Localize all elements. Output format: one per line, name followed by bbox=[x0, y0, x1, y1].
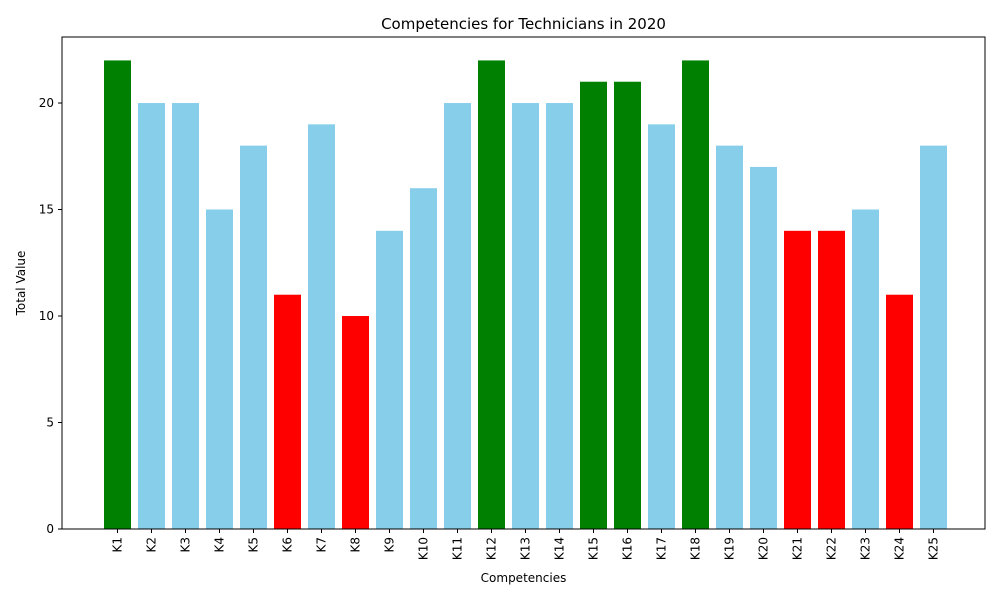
x-tick-label-k17: K17 bbox=[655, 537, 669, 560]
x-tick-label-k22: K22 bbox=[825, 537, 839, 560]
x-tick-label-k6: K6 bbox=[281, 537, 295, 553]
bar-k22 bbox=[818, 230, 845, 529]
bar-k6 bbox=[274, 294, 301, 529]
bar-k19 bbox=[716, 145, 743, 529]
x-tick-label-k23: K23 bbox=[859, 537, 873, 560]
x-tick-label-k8: K8 bbox=[349, 537, 363, 553]
x-tick-label-k21: K21 bbox=[791, 537, 805, 560]
x-axis-label: Competencies bbox=[481, 571, 567, 585]
y-tick-label: 10 bbox=[39, 309, 54, 323]
x-tick-label-k2: K2 bbox=[145, 537, 159, 553]
bar-k17 bbox=[648, 124, 675, 529]
bar-k24 bbox=[886, 294, 913, 529]
bar-k10 bbox=[410, 188, 437, 530]
y-tick-label: 15 bbox=[39, 203, 54, 217]
bar-k21 bbox=[784, 230, 811, 529]
plot-frame bbox=[61, 36, 986, 530]
x-tick-label-k13: K13 bbox=[519, 537, 533, 560]
chart-title: Competencies for Technicians in 2020 bbox=[381, 15, 666, 33]
bar-k9 bbox=[376, 230, 403, 529]
bar-k5 bbox=[240, 145, 267, 529]
bar-k1 bbox=[104, 60, 131, 530]
x-tick-label-k9: K9 bbox=[383, 537, 397, 553]
bar-k3 bbox=[172, 103, 199, 529]
bar-k16 bbox=[614, 81, 641, 530]
x-tick-label-k10: K10 bbox=[417, 537, 431, 560]
x-tick-label-k25: K25 bbox=[927, 537, 941, 560]
bar-k18 bbox=[682, 60, 709, 530]
x-tick-label-k18: K18 bbox=[689, 537, 703, 560]
bar-k7 bbox=[308, 124, 335, 529]
plot-area: 0 5 10 15 20 K1 K2 K3 K4 K5 K6 K7 K8 K9 K10 K11 K12 K13 K1… bbox=[39, 60, 947, 560]
x-tick-label-k3: K3 bbox=[179, 537, 193, 553]
x-tick-label-k24: K24 bbox=[893, 537, 907, 560]
bar-k20 bbox=[750, 166, 777, 530]
x-tick-label-k16: K16 bbox=[621, 537, 635, 560]
x-tick-label-k14: K14 bbox=[553, 537, 567, 560]
y-axis-label: Total Value bbox=[14, 251, 28, 317]
x-tick-label-k5: K5 bbox=[247, 537, 261, 553]
bar-k11 bbox=[444, 103, 471, 529]
y-tick-label: 5 bbox=[46, 416, 54, 430]
bar-k25 bbox=[920, 145, 947, 529]
y-tick-label: 0 bbox=[46, 522, 54, 536]
x-tick-label-k20: K20 bbox=[757, 537, 771, 560]
bar-k23 bbox=[852, 209, 879, 530]
bar-k15 bbox=[580, 81, 607, 530]
x-tick-label-k7: K7 bbox=[315, 537, 329, 553]
x-tick-label-k11: K11 bbox=[451, 537, 465, 560]
x-tick-label-k15: K15 bbox=[587, 537, 601, 560]
x-tick-label-k4: K4 bbox=[213, 537, 227, 553]
bar-k8 bbox=[342, 316, 369, 529]
bar-k2 bbox=[138, 103, 165, 529]
bar-k14 bbox=[546, 103, 573, 529]
y-tick-label: 20 bbox=[39, 96, 54, 110]
bar-k12 bbox=[478, 60, 505, 530]
x-tick-label-k12: K12 bbox=[485, 537, 499, 560]
x-tick-label-k19: K19 bbox=[723, 537, 737, 560]
x-tick-label-k1: K1 bbox=[111, 537, 125, 553]
bar-k4 bbox=[206, 209, 233, 530]
bar-k13 bbox=[512, 103, 539, 529]
